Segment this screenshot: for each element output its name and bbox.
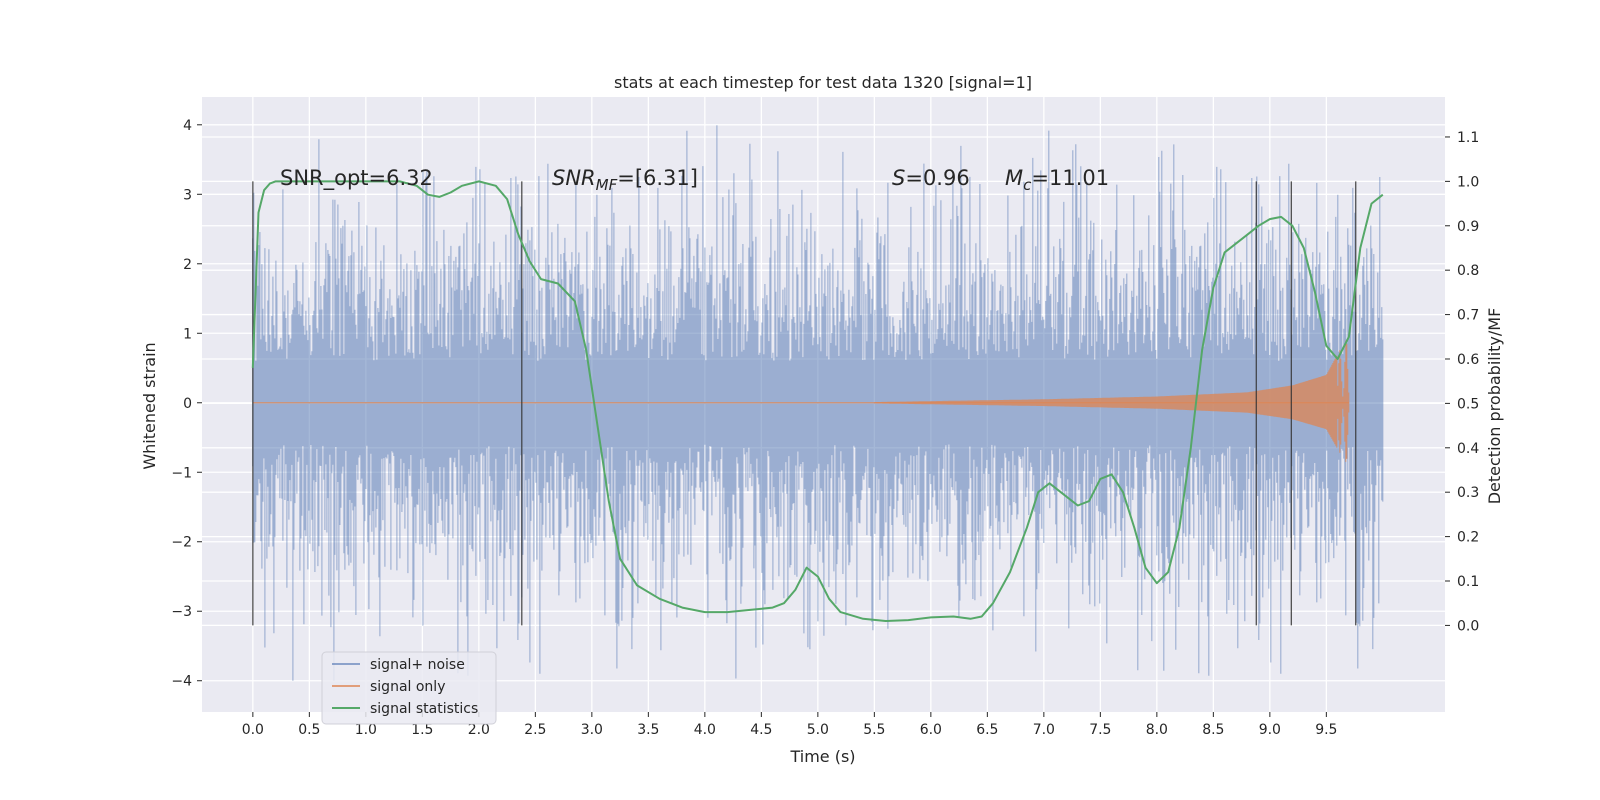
x-tick-label: 3.0: [581, 722, 603, 738]
annotation-s-symbol: S: [892, 166, 905, 190]
y-right-tick-label: 0.2: [1457, 530, 1479, 546]
y-axis-left-title: Whitened strain: [140, 342, 159, 469]
y-right-tick-label: 0.8: [1457, 263, 1479, 279]
x-tick-label: 4.0: [694, 722, 716, 738]
x-tick-label: 1.5: [411, 722, 433, 738]
y-right-tick-label: 0.4: [1457, 441, 1479, 457]
axis-ticks: 0.0 0.5 1.0 1.5 2.0 2.5 3.0 3.5 4.0 4.5 5.0 5.5 6.0 6…: [171, 118, 1479, 738]
x-tick-label: 6.0: [920, 722, 942, 738]
y-left-tick-label: 4: [183, 118, 192, 134]
y-left-tick-label: 0: [183, 396, 192, 412]
legend: signal+ noise signal only signal statist…: [321, 651, 497, 725]
x-tick-label: 2.0: [468, 722, 490, 738]
x-axis-title: Time (s): [789, 747, 855, 766]
annotation-mc-symbol: M: [1005, 166, 1023, 190]
y-right-tick-label: 0.0: [1457, 618, 1479, 634]
x-tick-label: 1.0: [355, 722, 377, 738]
legend-box: [321, 651, 497, 725]
y-left-tick-label: 2: [183, 257, 192, 273]
annotation-snr-mf-value: =[6.31]: [617, 166, 698, 190]
x-tick-label: 6.5: [976, 722, 998, 738]
annotation-mc: Mc=11.01: [1005, 166, 1109, 194]
y-right-tick-label: 0.9: [1457, 219, 1479, 235]
y-left-tick-label: 1: [183, 326, 192, 342]
y-left-tick-label: 3: [183, 187, 192, 203]
x-tick-label: 4.5: [750, 722, 772, 738]
y-right-tick-label: 1.1: [1457, 130, 1479, 146]
y-axis-right-title: Detection probability/MF: [1485, 308, 1504, 505]
y-right-tick-label: 0.7: [1457, 308, 1479, 324]
legend-label-signal-statistics: signal statistics: [370, 701, 478, 717]
y-left-tick-label: −1: [171, 465, 192, 481]
y-left-tick-label: −3: [171, 604, 192, 620]
y-left-tick-label: −4: [171, 674, 192, 690]
x-tick-label: 5.5: [863, 722, 885, 738]
series-signal-only: [252, 340, 1350, 462]
x-tick-label: 9.5: [1315, 722, 1337, 738]
vertical-marker-lines: [252, 181, 1357, 626]
annotation-s-value: =0.96: [905, 166, 969, 190]
annotation-s: S=0.96: [892, 166, 970, 190]
x-tick-label: 7.5: [1089, 722, 1111, 738]
x-tick-label: 7.0: [1033, 722, 1055, 738]
series-signal-statistics: [251, 180, 1384, 622]
y-right-tick-label: 0.5: [1457, 396, 1479, 412]
x-tick-label: 0.5: [298, 722, 320, 738]
y-right-tick-label: 1.0: [1457, 174, 1479, 190]
y-left-tick-label: −2: [171, 535, 192, 551]
x-tick-label: 8.5: [1202, 722, 1224, 738]
legend-label-signal-noise: signal+ noise: [370, 657, 465, 673]
y-right-tick-label: 0.1: [1457, 574, 1479, 590]
x-tick-label: 8.0: [1146, 722, 1168, 738]
x-tick-label: 0.0: [242, 722, 264, 738]
x-tick-label: 2.5: [524, 722, 546, 738]
legend-label-signal-only: signal only: [370, 679, 445, 695]
y-right-tick-label: 0.3: [1457, 485, 1479, 501]
annotation-snr-opt: SNR_opt=6.32: [280, 166, 433, 191]
statistics-line: [251, 180, 1384, 622]
y-right-tick-label: 0.6: [1457, 352, 1479, 368]
x-tick-label: 9.0: [1259, 722, 1281, 738]
chart-title: stats at each timestep for test data 132…: [614, 73, 1032, 92]
annotation-mc-subscript: c: [1023, 176, 1032, 194]
x-tick-label: 5.0: [807, 722, 829, 738]
annotation-mc-value: =11.01: [1031, 166, 1109, 190]
annotation-snr-mf-subscript: MF: [596, 176, 618, 194]
x-tick-label: 3.5: [637, 722, 659, 738]
annotation-snr-mf-symbol: SNR: [552, 166, 596, 190]
annotation-snr-mf: SNRMF=[6.31]: [552, 166, 698, 194]
